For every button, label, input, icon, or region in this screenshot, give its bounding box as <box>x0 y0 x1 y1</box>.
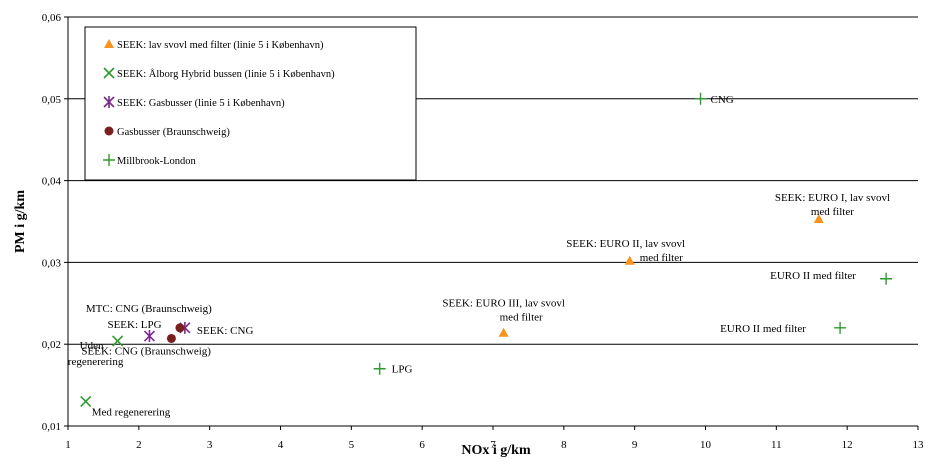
x-tick-label: 1 <box>65 439 71 451</box>
point-annotation: Med regenerering <box>92 406 171 418</box>
legend-marker <box>104 39 114 48</box>
legend-marker <box>103 154 115 166</box>
point-annotation: SEEK: EURO I, lav svovl <box>775 192 890 204</box>
legend-label: SEEK: lav svovl med filter (linie 5 i Kø… <box>117 40 324 51</box>
x-tick-labels: 1 2 3 4 5 6 7 8 9 10 11 12 13 <box>65 439 924 451</box>
x-tick-label: 6 <box>419 439 425 451</box>
y-tick-label: 0,02 <box>42 339 61 351</box>
y-tick-label: 0,06 <box>42 12 62 24</box>
x-marker <box>103 67 115 79</box>
star-marker <box>103 96 115 108</box>
circle-marker <box>104 126 114 136</box>
x-tick-label: 13 <box>913 439 925 451</box>
axes <box>64 16 919 430</box>
y-tick-label: 0,03 <box>42 257 62 269</box>
triangle-marker <box>104 39 114 48</box>
legend-label: Gasbusser (Braunschweig) <box>117 127 230 138</box>
point-annotations: SEEK: EURO I, lav svovl med filter SEEK: E… <box>68 94 890 419</box>
data-point <box>373 362 386 375</box>
x-tick-label: 11 <box>771 439 782 451</box>
circle-marker <box>166 333 176 343</box>
data-point <box>498 327 509 337</box>
legend-marker <box>103 96 115 108</box>
point-annotation: EURO II med filter <box>720 323 806 335</box>
x-tick-label: 12 <box>842 439 853 451</box>
x-tick-label: 4 <box>278 439 284 451</box>
legend-label: SEEK: Gasbusser (linie 5 i København) <box>117 98 285 109</box>
y-tick-label: 0,05 <box>42 94 62 106</box>
point-annotation: SEEK: LPG <box>107 319 161 331</box>
y-axis-title: PM i g/km <box>13 190 28 253</box>
point-annotation: MTC: CNG (Braunschweig) <box>86 303 212 315</box>
data-point <box>143 330 156 343</box>
data-point <box>813 214 824 224</box>
data-point <box>694 92 707 105</box>
point-annotation: LPG <box>392 364 413 376</box>
y-tick-label: 0,01 <box>42 421 61 433</box>
plus-marker <box>694 92 707 105</box>
triangle-marker <box>624 255 635 265</box>
point-annotation: med filter <box>640 252 683 264</box>
point-annotation: regenerering <box>68 356 124 368</box>
legend: SEEK: lav svovl med filter (linie 5 i Kø… <box>84 26 417 181</box>
data-point <box>834 321 847 334</box>
point-annotation: CNG <box>711 94 734 106</box>
y-tick-labels: 0,01 0,02 0,03 0,04 0,05 0,06 <box>42 12 62 433</box>
circle-marker <box>175 323 185 333</box>
x-tick-label: 7 <box>490 439 496 451</box>
legend-label: Millbrook-London <box>117 156 196 167</box>
plus-marker <box>880 272 893 285</box>
x-axis-title: NOx i g/km <box>461 443 531 458</box>
data-points <box>80 92 893 408</box>
x-tick-label: 2 <box>136 439 142 451</box>
legend-marker <box>104 126 114 136</box>
point-annotation: Uden <box>80 340 104 352</box>
data-point <box>175 323 185 333</box>
triangle-marker <box>498 327 509 337</box>
plus-marker <box>834 321 847 334</box>
data-point <box>80 395 92 408</box>
x-tick-label: 9 <box>632 439 638 451</box>
data-point <box>112 335 124 347</box>
data-point <box>880 272 893 285</box>
star-marker <box>143 330 156 343</box>
x-marker <box>112 335 124 347</box>
data-point <box>166 333 176 343</box>
point-annotation: SEEK: EURO II, lav svovl <box>566 238 685 250</box>
x-tick-label: 5 <box>349 439 355 451</box>
point-annotation: EURO II med filter <box>770 270 856 282</box>
triangle-marker <box>813 214 824 224</box>
point-annotation: SEEK: EURO III, lav svovl <box>442 298 565 310</box>
legend-label: SEEK: Ålborg Hybrid bussen (linie 5 i Kø… <box>117 68 335 80</box>
x-marker <box>80 395 92 408</box>
legend-marker <box>103 67 115 79</box>
x-tick-label: 8 <box>561 439 567 451</box>
y-tick-label: 0,04 <box>42 176 62 188</box>
plus-marker <box>103 154 115 166</box>
point-annotation: med filter <box>811 206 854 218</box>
point-annotation: SEEK: CNG <box>197 325 254 337</box>
x-tick-label: 3 <box>207 439 213 451</box>
x-tick-label: 10 <box>700 439 712 451</box>
point-annotation: SEEK: CNG (Braunschweig) <box>81 345 211 357</box>
data-point <box>624 255 635 265</box>
point-annotation: med filter <box>500 312 543 324</box>
plus-marker <box>373 362 386 375</box>
legend-box <box>84 26 417 181</box>
